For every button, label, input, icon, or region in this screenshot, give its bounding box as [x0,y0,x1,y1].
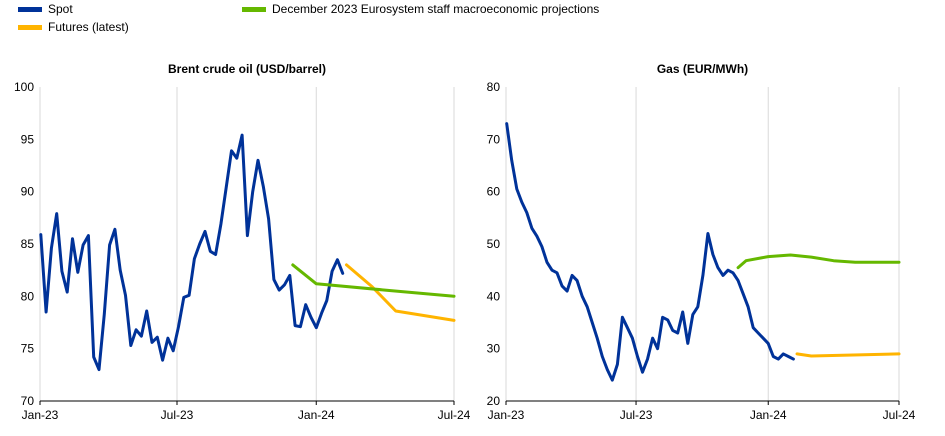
gas-y-tick-label: 30 [487,342,501,356]
oil-series-futures-line [345,263,456,322]
gas-chart-title: Gas (EUR/MWh) [656,62,749,76]
gas-y-tick-label: 80 [487,80,501,94]
gas-x-tick-label: Jul-23 [620,408,653,422]
gas-series-futures-line [795,352,901,358]
oil-chart-title: Brent crude oil (USD/barrel) [167,62,327,76]
oil-x-tick-label: Jan-24 [298,408,335,422]
legend-label-futures: Futures (latest) [48,20,129,34]
oil-series-spot-line [39,133,345,372]
oil-y-tick-label: 70 [21,394,35,408]
oil-x-tick-label: Jan-23 [22,408,59,422]
gas-y-tick-label: 50 [487,237,501,251]
oil-y-tick-label: 85 [21,237,35,251]
oil-y-tick-label: 95 [21,132,35,146]
oil-x-tick-label: Jul-23 [161,408,194,422]
oil-series-projections-line [291,263,456,298]
legend-label-projections: December 2023 Eurosystem staff macroecon… [272,2,600,16]
oil-x-tick-label: Jul-24 [438,408,471,422]
oil-y-tick-label: 100 [14,80,34,94]
oil-y-tick-label: 75 [21,342,35,356]
legend-label-spot: Spot [48,2,73,16]
legend-item-projections: December 2023 Eurosystem staff macroecon… [242,2,599,16]
gas-x-tick-label: Jul-24 [883,408,916,422]
gas-series-spot-line [505,122,795,382]
oil-y-tick-label: 80 [21,289,35,303]
gas-x-tick-label: Jan-23 [488,408,525,422]
gas-y-tick-label: 40 [487,289,501,303]
gas-series-projections-line [736,253,901,270]
gas-y-tick-label: 20 [487,394,501,408]
chart-legend: Spot Futures (latest) December 2023 Euro… [0,0,945,40]
gas-y-tick-label: 60 [487,185,501,199]
legend-swatch-projections [242,6,266,12]
legend-swatch-futures [18,24,42,30]
legend-item-spot: Spot [18,2,73,16]
legend-item-futures: Futures (latest) [18,20,129,34]
gas-y-tick-label: 70 [487,132,501,146]
gas-x-tick-label: Jan-24 [750,408,787,422]
legend-swatch-spot [18,6,42,12]
oil-y-tick-label: 90 [21,185,35,199]
